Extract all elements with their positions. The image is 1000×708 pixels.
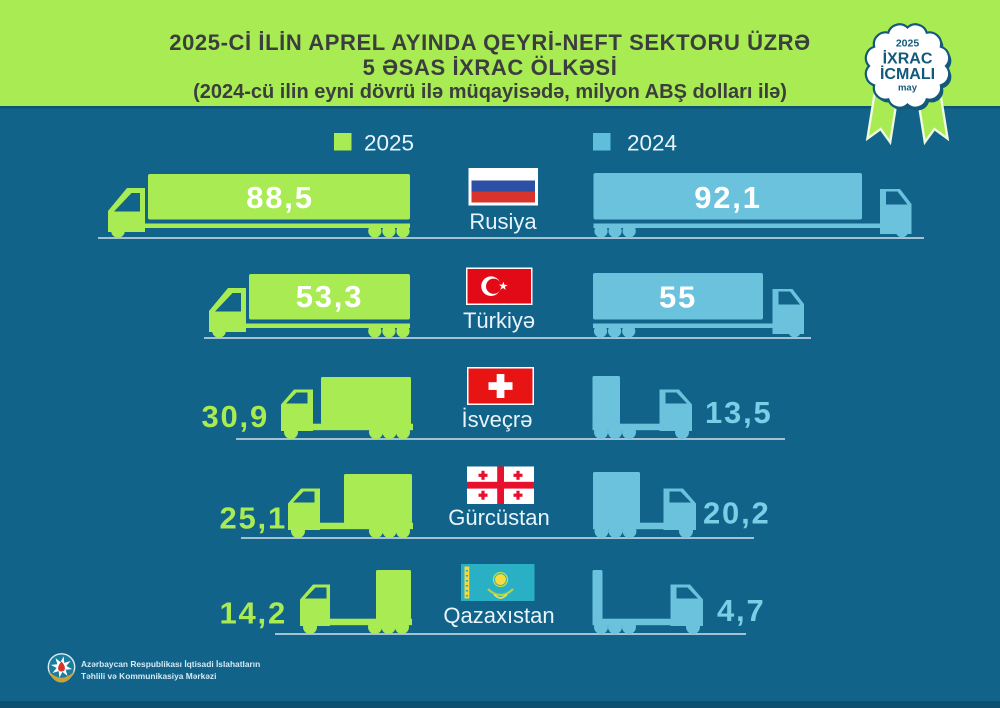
svg-text:30,9: 30,9 — [201, 399, 269, 434]
svg-text:(2024-cü ilin eyni dövrü ilə m: (2024-cü ilin eyni dövrü ilə müqayisədə,… — [193, 81, 787, 103]
svg-text:5 ƏSAS İXRAC ÖLKƏSİ: 5 ƏSAS İXRAC ÖLKƏSİ — [363, 55, 618, 80]
svg-text:25,1: 25,1 — [219, 501, 287, 536]
svg-text:Gürcüstan: Gürcüstan — [448, 505, 550, 530]
svg-text:İCMALI: İCMALI — [880, 65, 935, 83]
svg-text:20,2: 20,2 — [703, 496, 771, 531]
svg-text:İXRAC: İXRAC — [883, 50, 933, 68]
svg-text:Azərbaycan Respublikası İqtisa: Azərbaycan Respublikası İqtisadi İslahat… — [81, 659, 260, 669]
svg-text:4,7: 4,7 — [717, 593, 766, 628]
svg-text:İsveçrə: İsveçrə — [462, 407, 533, 432]
svg-text:2025: 2025 — [896, 38, 920, 50]
svg-text:14,2: 14,2 — [219, 596, 287, 631]
svg-text:88,5: 88,5 — [246, 180, 314, 215]
svg-text:Türkiyə: Türkiyə — [463, 308, 535, 333]
svg-text:55: 55 — [659, 280, 697, 315]
svg-text:Təhlili və Kommunikasiya Mərkə: Təhlili və Kommunikasiya Mərkəzi — [81, 671, 216, 681]
svg-text:Qazaxıstan: Qazaxıstan — [443, 603, 554, 628]
svg-text:Rusiya: Rusiya — [469, 209, 537, 234]
svg-text:2025: 2025 — [364, 131, 414, 156]
svg-text:53,3: 53,3 — [296, 279, 364, 314]
svg-text:2025-Cİ İLİN APREL AYINDA QEYR: 2025-Cİ İLİN APREL AYINDA QEYRİ-NEFT SEK… — [169, 30, 811, 55]
svg-text:13,5: 13,5 — [705, 395, 773, 430]
svg-text:2024: 2024 — [627, 131, 677, 156]
svg-text:may: may — [898, 83, 918, 94]
svg-text:92,1: 92,1 — [694, 180, 762, 215]
